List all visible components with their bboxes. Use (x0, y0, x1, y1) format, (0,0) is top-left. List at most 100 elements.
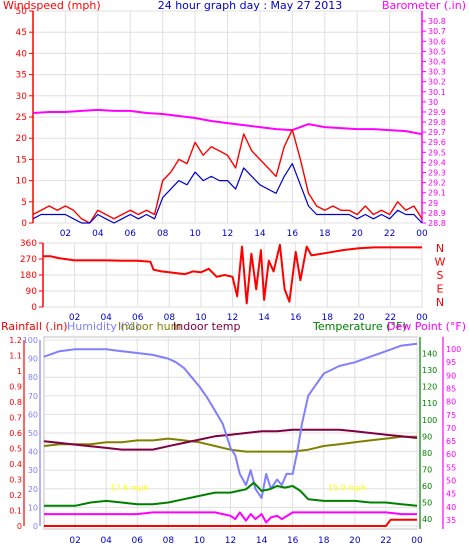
tick-label: 40 (16, 49, 28, 59)
tick-label: 00 (416, 313, 428, 323)
tick-label: 90 (446, 371, 456, 380)
tick-label: 30 (28, 466, 38, 475)
tick-label: 140 (422, 350, 437, 359)
tick-label: 40 (28, 448, 38, 457)
tick-label: 30.8 (428, 17, 446, 26)
tick-label: 110 (422, 399, 437, 408)
tick-label: 30.5 (428, 47, 446, 56)
tick-label: 16 (287, 229, 299, 239)
compass-label: N (436, 296, 444, 309)
tick-label: 30.7 (428, 27, 446, 36)
tick-label: 5 (21, 198, 27, 208)
tick-label: 29.6 (428, 138, 446, 147)
tick-label: 16 (287, 536, 299, 546)
tick-label: 30.3 (428, 68, 446, 77)
wind-direction-line (43, 243, 422, 305)
tick-label: 20 (16, 134, 28, 144)
tick-label: 29.1 (428, 189, 446, 198)
tick-label: 30 (428, 98, 438, 107)
tick-label: 80 (422, 449, 432, 458)
tick-label: 08 (164, 313, 176, 323)
tick-label: 130 (422, 366, 437, 375)
tick-label: 65 (446, 437, 456, 446)
tick-label: 10 (194, 536, 206, 546)
compass-label: W (435, 256, 446, 269)
tick-label: 06 (132, 313, 144, 323)
tick-label: 45 (16, 28, 27, 38)
wind-right-axis: 28.828.92929.129.229.329.429.529.629.729… (421, 11, 446, 228)
tick-label: 10 (28, 503, 38, 512)
tick-label: 12 (227, 313, 238, 323)
tick-label: 60 (28, 410, 38, 419)
tick-label: 80 (28, 373, 38, 382)
tick-label: 0.3 (9, 476, 22, 485)
tick-label: 06 (125, 229, 137, 239)
tick-label: 16 (290, 313, 302, 323)
tick-label: 0.1 (9, 507, 22, 516)
tick-label: 15 (16, 155, 27, 165)
tick-label: 22 (385, 313, 396, 323)
dew-point-line (44, 511, 417, 524)
tick-label: 10 (195, 313, 207, 323)
compass-label: S (437, 269, 444, 282)
environment-panel: Rainfall (.in) Humidity (%) Indoor hum I… (1, 320, 466, 546)
tick-label: 18 (318, 536, 330, 546)
tick-label: 60 (446, 450, 456, 459)
tick-label: 14 (254, 229, 266, 239)
tick-label: 14 (258, 313, 270, 323)
tick-label: 0 (33, 522, 38, 531)
tick-label: 30.4 (428, 57, 446, 66)
tick-label: 0.5 (9, 445, 22, 454)
tick-label: 85 (446, 384, 456, 393)
max-gust-annotation-1: 17.6 mph (110, 483, 148, 492)
tick-label: 29.4 (428, 158, 446, 167)
tick-label: 40 (422, 515, 432, 524)
environment-series (43, 342, 418, 527)
humidity-axis-label: Humidity (%) (67, 320, 139, 333)
tick-label: 14 (256, 536, 268, 546)
speed-line (32, 163, 423, 224)
tick-label: 95 (446, 358, 456, 367)
tick-label: 20 (351, 229, 363, 239)
environment-x-axis: 02 04 06 08 10 12 14 16 18 20 22 00 (69, 536, 423, 546)
tick-label: 50 (446, 477, 456, 486)
tick-label: 08 (163, 536, 175, 546)
tick-label: 04 (100, 313, 112, 323)
tick-label: 00 (411, 536, 423, 546)
tick-label: 29.3 (428, 169, 446, 178)
max-gust-annotation-2: 15.9 mph (328, 483, 366, 492)
windspeed-axis-label: Windspeed (mph) (3, 0, 101, 12)
rainfall-axis: 0 0.1 0.2 0.3 0.4 0.5 0.6 0.7 0.8 0.9 1 1.1 1.2 (9, 336, 25, 531)
tick-label: 0.2 (9, 491, 22, 500)
chart-title: 24 hour graph day : May 27 2013 (158, 0, 343, 12)
tick-label: 0.6 (9, 429, 22, 438)
wind-x-axis: 02 04 06 08 10 12 14 16 18 20 22 00 (60, 229, 428, 239)
tick-label: 20 (353, 313, 365, 323)
tick-label: 02 (69, 313, 80, 323)
tick-label: 100 (446, 345, 461, 354)
tick-label: 0.8 (9, 398, 22, 407)
tick-label: 270 (20, 255, 37, 265)
tick-label: 70 (28, 392, 38, 401)
dewpoint-axis-label: Dew Point (°F) (387, 320, 466, 333)
tick-label: 25 (16, 113, 27, 123)
tick-label: 00 (416, 229, 428, 239)
tick-label: 55 (446, 463, 456, 472)
tick-label: 50 (422, 499, 432, 508)
tick-label: 29 (428, 199, 438, 208)
tick-label: 20 (28, 485, 38, 494)
tick-label: 1.1 (9, 352, 22, 361)
wind-left-axis: 0 5 10 15 20 25 30 35 40 45 50 (16, 7, 34, 229)
tick-label: 29.8 (428, 118, 446, 127)
tick-label: 04 (92, 229, 104, 239)
tick-label: 22 (380, 536, 391, 546)
tick-label: 30 (16, 92, 28, 102)
tick-label: 06 (132, 536, 144, 546)
temperature-axis-label: Temperature (°F) (312, 320, 407, 333)
tick-label: 04 (100, 536, 112, 546)
compass-label: E (437, 283, 444, 296)
